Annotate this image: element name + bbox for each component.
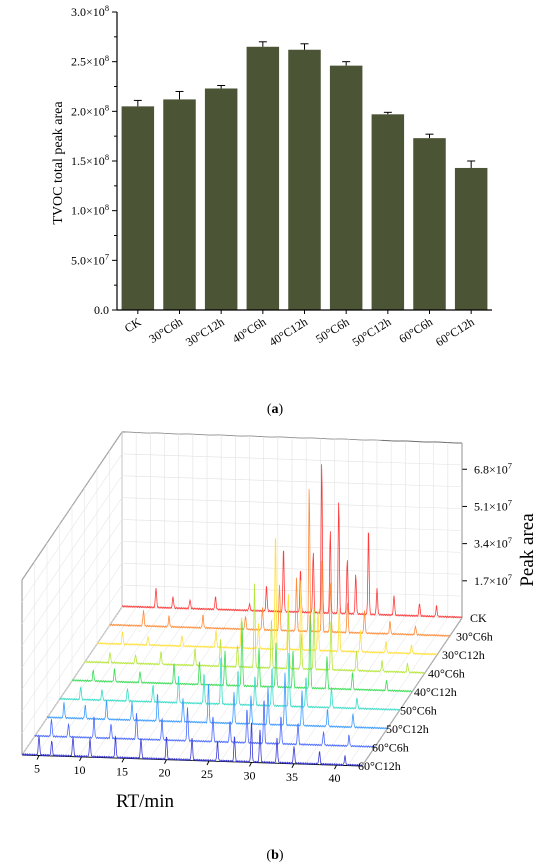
x-tick-label-6: 35 xyxy=(286,770,298,784)
panel-b-label: b xyxy=(271,848,279,863)
z-tick-label-3: 6.8×107 xyxy=(474,461,512,476)
x-tick-label-5: 50°C6h xyxy=(313,315,352,346)
x-tick-label-4: 40°C12h xyxy=(266,315,310,350)
series-label-1: 30°C6h xyxy=(456,630,493,644)
series-line-5 xyxy=(59,652,400,712)
error-bar-0 xyxy=(133,99,142,107)
x-tick-label-3: 20 xyxy=(159,766,171,780)
error-bar-7 xyxy=(425,133,434,139)
bar-2 xyxy=(204,88,238,310)
series-label-7: 60°C6h xyxy=(372,741,409,755)
x-tick-label-0: 5 xyxy=(34,762,40,776)
error-bar-8 xyxy=(467,160,476,168)
bar-1 xyxy=(163,99,196,310)
x-tick-label-3: 40°C6h xyxy=(230,315,269,346)
error-bar-6 xyxy=(383,111,392,115)
bar-8 xyxy=(454,167,488,310)
z-tick-label-2: 5.1×107 xyxy=(474,499,512,514)
y-tick-label-2: 1.0×108 xyxy=(71,203,109,218)
z-axis-label: Peak area xyxy=(517,513,538,587)
series-line-4 xyxy=(71,615,413,693)
bar-3 xyxy=(246,46,280,311)
series-line-3 xyxy=(84,583,425,675)
panel-a-caption: (a) xyxy=(266,402,284,417)
series-line-2 xyxy=(96,538,438,656)
error-bar-1 xyxy=(175,90,184,100)
x-tick-label-2: 15 xyxy=(116,764,128,778)
series-label-0: CK xyxy=(470,611,487,625)
z-tick-label-0: 1.7×107 xyxy=(474,573,512,588)
error-bar-3 xyxy=(258,41,267,47)
x-tick-label-8: 60°C12h xyxy=(433,315,477,350)
series-label-6: 50°C12h xyxy=(386,722,429,736)
y-tick-label-4: 2.0×108 xyxy=(71,104,109,119)
series-label-5: 50°C6h xyxy=(400,704,437,718)
y-tick-label-0: 0.0 xyxy=(94,303,109,317)
y-tick-label-6: 3.0×108 xyxy=(71,4,109,19)
series-line-7 xyxy=(34,700,375,749)
x-tick-label-4: 25 xyxy=(201,767,213,781)
bar-0 xyxy=(121,106,155,310)
series-label-8: 60°C12h xyxy=(358,759,401,773)
bar-chart-tvoc: 0.0 5.0×107 1.0×108 1.5×108 2.0×108 2.5×108 3.… xyxy=(51,4,492,350)
series-line-0 xyxy=(121,464,463,619)
bar-6 xyxy=(371,114,405,311)
waterfall-chart-peak-area: 1.7×107 3.4×107 5.1×107 6.8×107 5 10 15 20 25 30… xyxy=(21,431,538,812)
series-label-3: 40°C6h xyxy=(428,667,465,681)
y-axis-label: TVOC total peak area xyxy=(51,101,66,225)
panel-a-label: a xyxy=(271,402,279,417)
series-line-1 xyxy=(109,489,450,638)
x-tick-label-6: 50°C12h xyxy=(350,315,394,350)
series-line-8 xyxy=(21,722,363,767)
error-bar-4 xyxy=(300,43,309,50)
bar-7 xyxy=(413,138,446,310)
z-tick-label-1: 3.4×107 xyxy=(474,536,512,551)
series-label-2: 30°C12h xyxy=(442,648,485,662)
x-tick-label-1: 30°C6h xyxy=(146,315,185,346)
series-label-4: 40°C12h xyxy=(414,685,457,699)
x-tick-label-1: 10 xyxy=(74,763,86,777)
y-tick-label-3: 1.5×108 xyxy=(71,153,109,168)
x-tick-label-0: CK xyxy=(122,314,144,335)
x-tick-label-5: 30 xyxy=(244,768,256,782)
bar-4 xyxy=(288,49,321,310)
bar-5 xyxy=(329,65,363,310)
y-tick-label-1: 5.0×107 xyxy=(71,253,109,268)
panel-b-caption: (b) xyxy=(266,848,284,863)
x-tick-label-2: 30°C12h xyxy=(183,315,227,350)
x-axis-label: RT/min xyxy=(116,791,174,812)
error-bar-2 xyxy=(217,85,226,89)
x-tick-label-7: 40 xyxy=(329,771,341,785)
y-tick-label-5: 2.5×108 xyxy=(71,54,109,69)
series-line-6 xyxy=(46,672,388,730)
error-bar-5 xyxy=(342,61,351,66)
x-tick-label-7: 60°C6h xyxy=(396,315,435,346)
